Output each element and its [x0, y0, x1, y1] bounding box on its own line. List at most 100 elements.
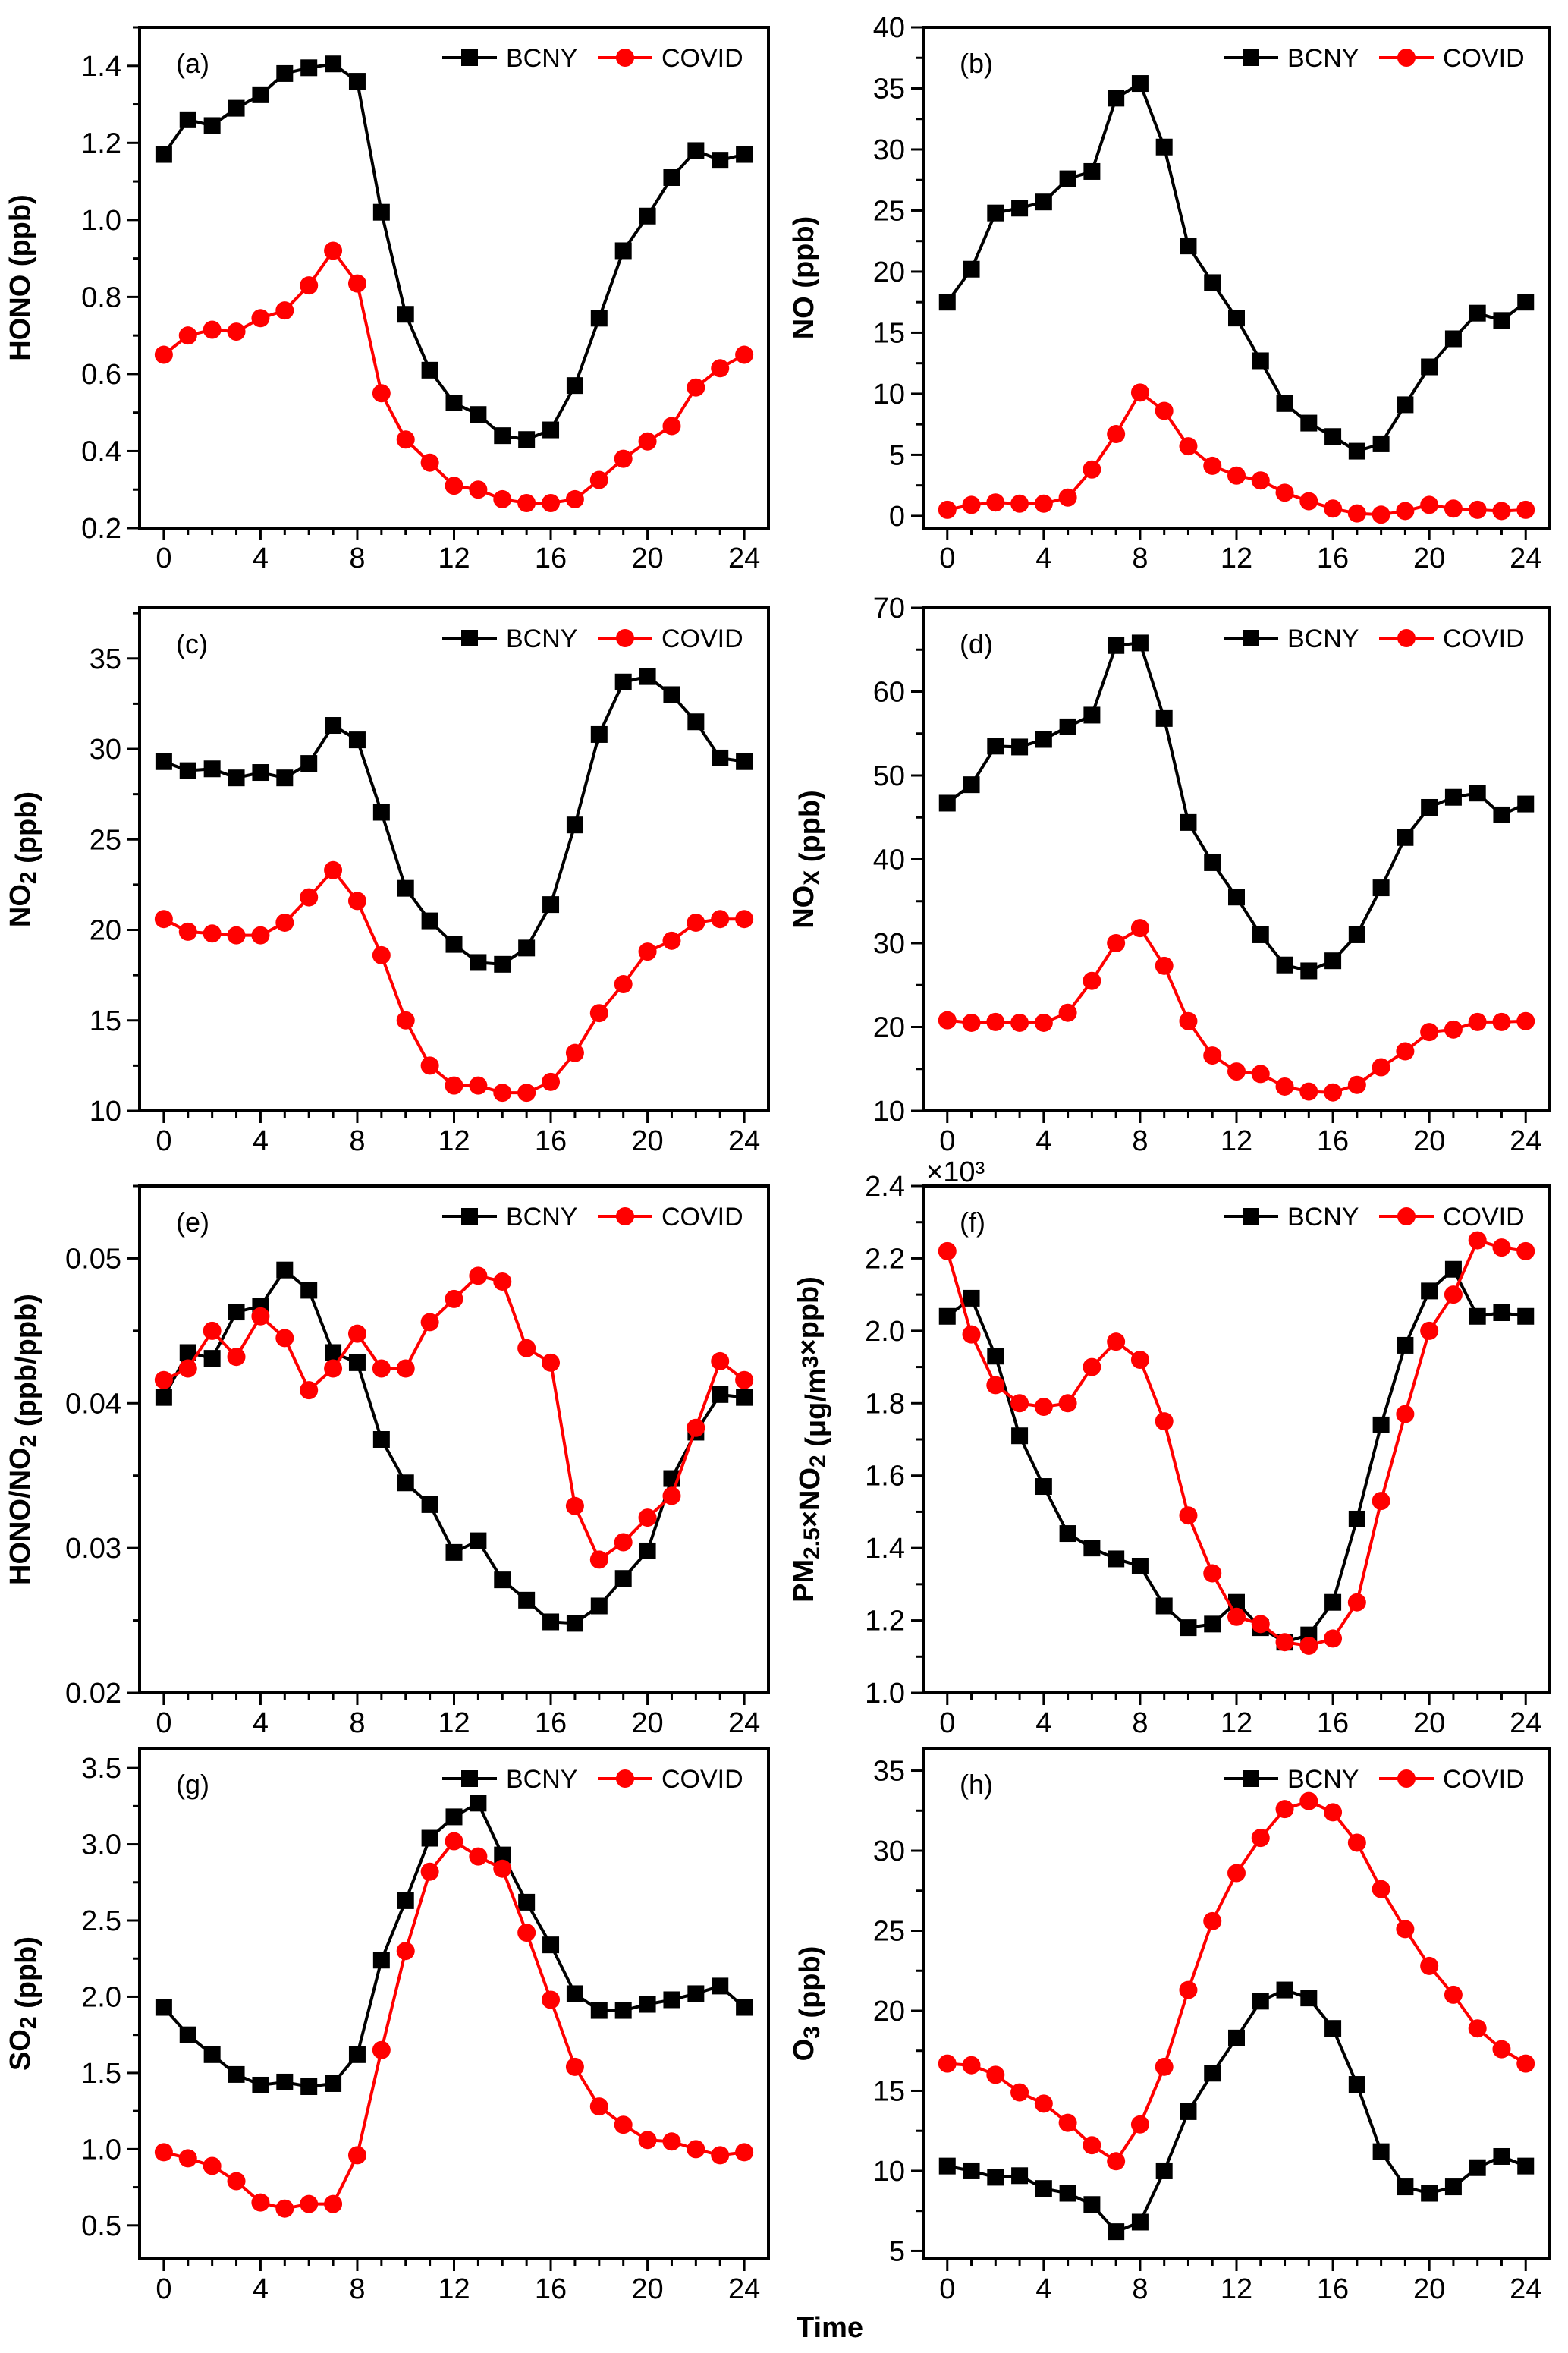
- data-point-square: [987, 1348, 1004, 1365]
- x-tick-label: 24: [1510, 2273, 1541, 2305]
- data-point-square: [445, 395, 463, 411]
- data-point-circle: [372, 945, 391, 964]
- data-point-square: [1517, 795, 1535, 813]
- data-point-square: [1372, 2143, 1390, 2160]
- panel-label: (f): [960, 1206, 985, 1238]
- y-multiplier-label: ×10³: [926, 1156, 985, 1188]
- data-point-circle: [589, 1550, 608, 1569]
- data-point-circle: [1107, 934, 1126, 952]
- x-tick-label: 20: [1413, 1125, 1445, 1157]
- y-tick-label: 1.4: [81, 51, 121, 83]
- legend-marker-circle: [1397, 629, 1416, 647]
- data-point-square: [1493, 806, 1510, 823]
- data-point-circle: [1155, 401, 1174, 420]
- data-point-square: [1059, 1525, 1076, 1543]
- panel-d: 0 4 8 12 16 20 24 10 20 30 40 50 60 70 NOX (ppb) (d) BCN…: [788, 593, 1551, 1157]
- data-point-circle: [1203, 1911, 1222, 1930]
- data-point-square: [1348, 2076, 1365, 2093]
- y-axis-label: NO2 (ppb): [5, 791, 42, 927]
- x-tick-label: 8: [1132, 543, 1148, 574]
- legend-label: COVID: [661, 624, 743, 653]
- data-point-circle: [1083, 971, 1101, 990]
- data-point-square: [1276, 956, 1293, 974]
- data-point-square: [1204, 2065, 1221, 2082]
- data-point-circle: [251, 2193, 270, 2212]
- data-point-circle: [1468, 1231, 1487, 1250]
- data-point-circle: [251, 309, 270, 328]
- x-tick-label: 16: [1317, 543, 1349, 574]
- data-point-square: [687, 713, 705, 731]
- data-point-square: [1397, 396, 1414, 414]
- legend-label: COVID: [661, 44, 743, 73]
- data-point-circle: [1420, 1321, 1439, 1340]
- data-point-square: [1348, 1510, 1365, 1527]
- series-bcny: [938, 634, 1535, 980]
- x-tick-label: 8: [1132, 1125, 1148, 1157]
- plot-frame: [922, 26, 1551, 530]
- data-point-square: [736, 146, 753, 163]
- data-point-square: [663, 1991, 680, 2009]
- data-point-circle: [1492, 502, 1511, 521]
- y-axis-label-part: 2: [16, 1435, 41, 1448]
- data-point-square: [987, 2169, 1004, 2186]
- y-axis-label-part: (ppb): [794, 790, 826, 870]
- panel-label: (a): [176, 48, 209, 79]
- data-point-circle: [1203, 1564, 1222, 1583]
- data-point-circle: [445, 1076, 463, 1095]
- data-point-circle: [1492, 1012, 1511, 1031]
- data-point-circle: [1444, 1020, 1463, 1039]
- data-point-square: [687, 142, 705, 159]
- data-point-square: [1348, 926, 1365, 943]
- y-axis-label-part: 2: [16, 871, 41, 884]
- data-point-square: [590, 310, 608, 327]
- x-tick-label: 0: [156, 1707, 171, 1739]
- y-axis-label-part: 3: [800, 2026, 825, 2039]
- data-point-square: [1083, 2196, 1101, 2213]
- data-point-circle: [962, 1325, 981, 1344]
- x-tick-label: 16: [1317, 1707, 1349, 1739]
- x-tick-label: 24: [728, 1125, 760, 1157]
- series-line: [163, 675, 745, 966]
- y-tick-label: 10: [873, 2156, 905, 2188]
- data-point-square: [1011, 2167, 1029, 2185]
- y-tick-label: 1.4: [865, 1533, 905, 1565]
- y-tick-label: 0.5: [81, 2210, 121, 2242]
- data-point-circle: [517, 1339, 536, 1357]
- y-tick-label: 1.0: [81, 2134, 121, 2166]
- data-point-circle: [1130, 2115, 1149, 2134]
- x-tick-label: 16: [1317, 2273, 1349, 2305]
- data-point-circle: [493, 1084, 512, 1103]
- y-tick-label: 50: [873, 760, 905, 792]
- data-point-square: [1469, 1307, 1486, 1325]
- data-point-circle: [735, 910, 754, 929]
- data-point-circle: [178, 2149, 197, 2168]
- data-point-square: [372, 1952, 390, 1969]
- y-tick-label: 0.02: [65, 1678, 121, 1710]
- data-point-square: [518, 939, 536, 957]
- data-point-square: [1324, 428, 1342, 445]
- data-point-circle: [614, 2115, 633, 2134]
- x-tick-label: 20: [631, 543, 663, 574]
- x-tick-label: 12: [1221, 1125, 1252, 1157]
- data-point-square: [421, 1829, 438, 1847]
- series-line: [162, 62, 745, 442]
- data-point-circle: [324, 1359, 343, 1378]
- data-point-square: [252, 764, 269, 782]
- panel-c: 0 4 8 12 16 20 24 10 15 20 25 30 35 NO2 (ppb) (c) BCNY C…: [5, 606, 770, 1157]
- y-axis-label-part: O: [788, 2039, 820, 2062]
- data-point-square: [203, 117, 221, 134]
- data-point-circle: [1179, 1980, 1198, 1999]
- data-point-square: [470, 1532, 487, 1549]
- data-point-circle: [251, 1307, 270, 1326]
- x-tick-label: 0: [939, 2273, 955, 2305]
- y-axis-label-part: 2: [806, 1455, 831, 1467]
- y-tick-label: 30: [873, 134, 905, 166]
- legend-marker-circle: [1397, 1769, 1416, 1788]
- data-point-circle: [1299, 1791, 1318, 1810]
- y-axis-label: HONO/NO2 (ppb/ppb): [5, 1294, 42, 1585]
- data-point-circle: [1227, 1062, 1246, 1081]
- data-point-square: [155, 1999, 172, 2016]
- data-point-circle: [203, 320, 222, 339]
- x-tick-label: 16: [535, 1125, 567, 1157]
